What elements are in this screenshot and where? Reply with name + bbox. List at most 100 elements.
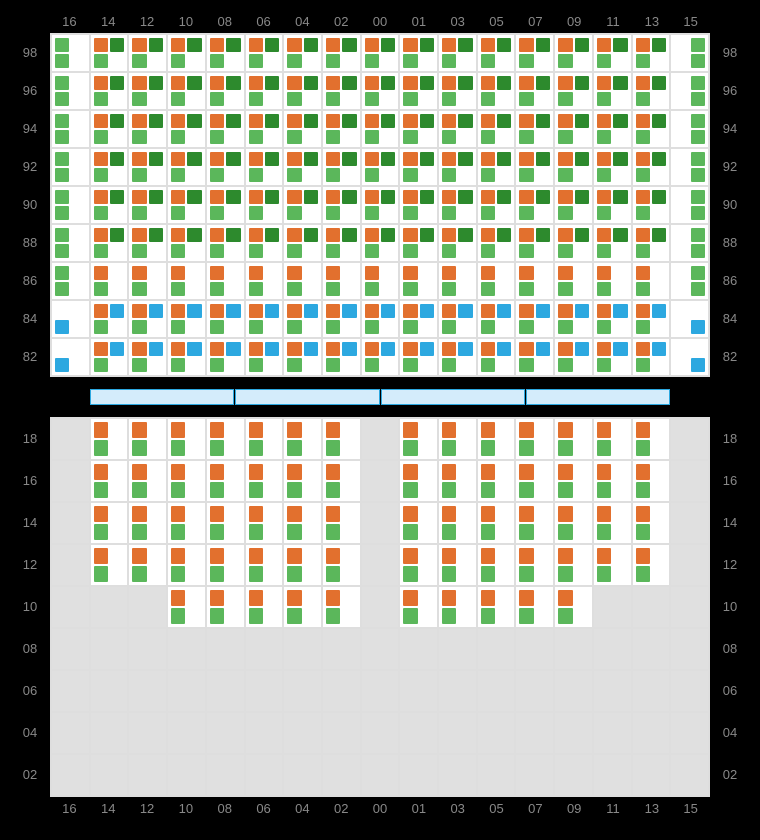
status-square (149, 54, 163, 68)
status-square (210, 440, 224, 456)
status-square (287, 114, 301, 128)
grid-cell (554, 586, 593, 628)
col-label: 10 (166, 797, 205, 820)
status-square (226, 506, 240, 522)
status-square (110, 358, 124, 372)
grid-cell (206, 418, 245, 460)
row-label: 84 (710, 299, 750, 337)
grid-cell (670, 418, 709, 460)
status-square (497, 38, 511, 52)
status-square (381, 76, 395, 90)
status-square (575, 524, 589, 540)
status-square (149, 244, 163, 258)
status-square (519, 304, 533, 318)
status-square (403, 566, 417, 582)
status-square (420, 506, 434, 522)
status-square (265, 608, 279, 624)
status-square (71, 342, 85, 356)
status-square (304, 190, 318, 204)
status-square (94, 282, 108, 296)
status-square (149, 422, 163, 438)
status-square (226, 114, 240, 128)
status-square (381, 114, 395, 128)
status-square (613, 440, 627, 456)
status-square (71, 38, 85, 52)
col-label: 15 (671, 797, 710, 820)
status-square (249, 358, 263, 372)
top-section: 989694929088868482 989694929088868482 (10, 33, 750, 377)
status-square (171, 168, 185, 182)
status-square (652, 92, 666, 106)
grid-cell (399, 186, 438, 224)
status-square (210, 92, 224, 106)
status-square (304, 54, 318, 68)
row-label: 06 (710, 669, 750, 711)
status-square (381, 282, 395, 296)
status-square (497, 524, 511, 540)
status-square (132, 190, 146, 204)
status-square (171, 464, 185, 480)
status-square (558, 548, 572, 564)
status-square (636, 422, 650, 438)
status-square (265, 566, 279, 582)
status-square (519, 342, 533, 356)
status-square (110, 114, 124, 128)
status-square (691, 76, 705, 90)
status-square (226, 524, 240, 540)
grid-cell (90, 586, 129, 628)
status-square (442, 320, 456, 334)
grid-cell (477, 712, 516, 754)
grid-cell (245, 754, 284, 796)
status-square (249, 566, 263, 582)
status-square (481, 190, 495, 204)
bottom-col-labels: 1614121008060402000103050709111315 (10, 797, 750, 820)
grid-cell (515, 754, 554, 796)
status-square (365, 92, 379, 106)
col-label: 15 (671, 10, 710, 33)
status-square (287, 130, 301, 144)
status-square (304, 422, 318, 438)
grid-cell (438, 628, 477, 670)
status-square (519, 54, 533, 68)
status-square (132, 244, 146, 258)
grid-cell (361, 418, 400, 460)
grid-cell (283, 72, 322, 110)
status-square (187, 130, 201, 144)
status-square (210, 464, 224, 480)
status-square (342, 190, 356, 204)
status-square (171, 440, 185, 456)
status-square (249, 152, 263, 166)
grid-cell (477, 224, 516, 262)
status-square (519, 422, 533, 438)
status-square (210, 244, 224, 258)
grid-cell (593, 300, 632, 338)
grid-cell (670, 754, 709, 796)
status-square (481, 244, 495, 258)
status-square (458, 608, 472, 624)
grid-cell (670, 338, 709, 376)
status-square (326, 38, 340, 52)
status-square (304, 464, 318, 480)
status-square (536, 152, 550, 166)
status-square (420, 342, 434, 356)
grid-cell (593, 224, 632, 262)
grid-cell (632, 670, 671, 712)
grid-cell (632, 148, 671, 186)
status-square (481, 38, 495, 52)
grid-cell (632, 502, 671, 544)
col-label: 16 (50, 797, 89, 820)
status-square (558, 266, 572, 280)
status-square (94, 168, 108, 182)
grid-cell (554, 186, 593, 224)
grid-cell (128, 544, 167, 586)
status-square (381, 206, 395, 220)
grid-cell (167, 418, 206, 460)
status-square (381, 152, 395, 166)
grid-cell (206, 460, 245, 502)
status-square (497, 464, 511, 480)
status-square (94, 92, 108, 106)
status-square (304, 282, 318, 296)
status-square (636, 506, 650, 522)
status-square (210, 304, 224, 318)
grid-cell (399, 110, 438, 148)
